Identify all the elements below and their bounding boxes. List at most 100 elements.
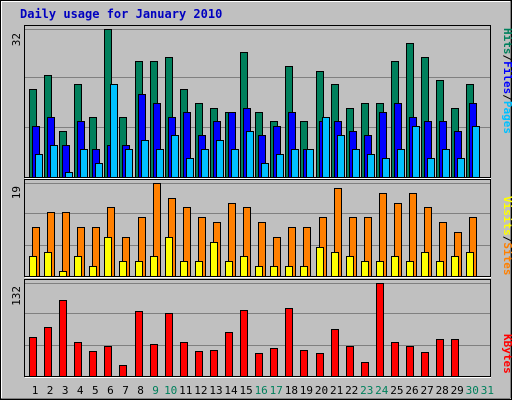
- bar-visits-day-23: [361, 261, 369, 277]
- bar-kbytes-day-21: [331, 329, 339, 377]
- x-label-day-1: 1: [32, 384, 39, 397]
- x-label-day-14: 14: [224, 384, 238, 397]
- bar-sites-day-3: [62, 212, 70, 277]
- bar-visits-day-7: [119, 261, 127, 277]
- x-label-day-11: 11: [179, 384, 192, 397]
- bar-kbytes-day-28: [436, 339, 444, 377]
- bar-pages-day-15: [246, 131, 254, 178]
- bar-visits-day-13: [210, 242, 218, 277]
- bar-kbytes-day-22: [346, 346, 354, 377]
- x-label-day-20: 20: [315, 384, 328, 397]
- x-label-day-5: 5: [92, 384, 99, 397]
- bar-visits-day-14: [225, 261, 233, 277]
- legend-hits: Hits: [501, 28, 512, 55]
- bar-kbytes-day-29: [451, 339, 459, 377]
- bar-kbytes-day-5: [89, 351, 97, 377]
- x-label-day-22: 22: [345, 384, 358, 397]
- legend-kbytes: KBytes: [501, 334, 512, 374]
- bar-visits-day-2: [44, 252, 52, 277]
- bar-visits-day-11: [180, 261, 188, 277]
- x-label-day-3: 3: [62, 384, 69, 397]
- bar-kbytes-day-2: [44, 327, 52, 377]
- x-label-day-24: 24: [375, 384, 389, 397]
- x-label-day-28: 28: [436, 384, 449, 397]
- legend-slash-1: /: [501, 55, 512, 62]
- bar-kbytes-day-10: [165, 313, 173, 377]
- bar-kbytes-day-23: [361, 362, 369, 377]
- bar-kbytes-day-24: [376, 283, 384, 377]
- x-label-day-15: 15: [239, 384, 252, 397]
- bar-visits-day-3: [59, 271, 67, 277]
- x-label-day-26: 26: [405, 384, 418, 397]
- legend-sites: Sites: [501, 242, 512, 275]
- bar-kbytes-day-3: [59, 300, 67, 377]
- x-label-day-27: 27: [420, 384, 433, 397]
- bar-visits-day-10: [165, 237, 173, 277]
- bar-visits-day-5: [89, 266, 97, 277]
- x-label-day-31: 31: [481, 384, 494, 397]
- x-label-day-25: 25: [390, 384, 403, 397]
- bar-pages-day-16: [261, 163, 269, 178]
- bar-pages-day-30: [472, 126, 480, 178]
- bar-visits-day-27: [421, 252, 429, 277]
- bar-pages-day-13: [216, 140, 224, 178]
- bar-pages-day-25: [397, 149, 405, 178]
- bar-visits-day-16: [255, 266, 263, 277]
- bar-pages-day-26: [412, 126, 420, 178]
- bar-visits-day-6: [104, 237, 112, 277]
- chart-title: Daily usage for January 2010: [20, 7, 222, 21]
- bar-kbytes-day-4: [74, 342, 82, 377]
- x-label-day-13: 13: [209, 384, 222, 397]
- chart-bars: [29, 29, 480, 377]
- bar-visits-day-1: [29, 256, 37, 277]
- bar-visits-day-25: [391, 256, 399, 277]
- bar-kbytes-day-27: [421, 352, 429, 377]
- bar-kbytes-day-18: [285, 308, 293, 377]
- bar-pages-day-7: [125, 149, 133, 178]
- x-label-day-10: 10: [164, 384, 177, 397]
- bar-kbytes-day-19: [300, 350, 308, 377]
- x-label-day-6: 6: [107, 384, 114, 397]
- x-label-day-4: 4: [77, 384, 84, 397]
- panel-kbytes-legend: KBytes: [501, 334, 512, 374]
- bar-visits-day-15: [240, 256, 248, 277]
- bar-kbytes-day-1: [29, 337, 37, 377]
- bar-pages-day-8: [141, 140, 149, 178]
- bar-visits-day-12: [195, 261, 203, 277]
- legend-files: Files: [501, 61, 512, 94]
- x-label-day-8: 8: [137, 384, 144, 397]
- bar-kbytes-day-6: [104, 346, 112, 377]
- bar-kbytes-day-25: [391, 342, 399, 377]
- panel-hits-max-label: 32: [10, 33, 23, 46]
- bar-kbytes-day-17: [270, 348, 278, 377]
- bar-visits-day-30: [466, 252, 474, 277]
- bar-kbytes-day-20: [316, 353, 324, 377]
- bar-kbytes-day-15: [240, 310, 248, 377]
- legend-slash-3: /: [501, 236, 512, 243]
- bar-pages-day-12: [201, 149, 209, 178]
- bar-visits-day-19: [300, 266, 308, 277]
- panel-kbytes-max-label: 132: [10, 286, 23, 306]
- bar-visits-day-22: [346, 256, 354, 277]
- bar-pages-day-17: [276, 154, 284, 178]
- bar-pages-day-6: [110, 84, 118, 178]
- x-label-day-19: 19: [300, 384, 313, 397]
- x-label-day-7: 7: [122, 384, 129, 397]
- bar-pages-day-29: [457, 158, 465, 178]
- bar-kbytes-day-9: [150, 344, 158, 377]
- bar-visits-day-26: [406, 261, 414, 277]
- bar-kbytes-day-12: [195, 351, 203, 377]
- bar-kbytes-day-7: [119, 365, 127, 377]
- bar-pages-day-14: [231, 149, 239, 178]
- bar-pages-day-10: [171, 135, 179, 178]
- bar-kbytes-day-16: [255, 353, 263, 377]
- bar-visits-day-20: [316, 247, 324, 277]
- x-label-day-23: 23: [360, 384, 373, 397]
- bar-kbytes-day-26: [406, 346, 414, 377]
- bar-pages-day-11: [186, 158, 194, 178]
- bar-kbytes-day-13: [210, 350, 218, 377]
- bar-pages-day-24: [382, 158, 390, 178]
- bar-pages-day-5: [95, 163, 103, 178]
